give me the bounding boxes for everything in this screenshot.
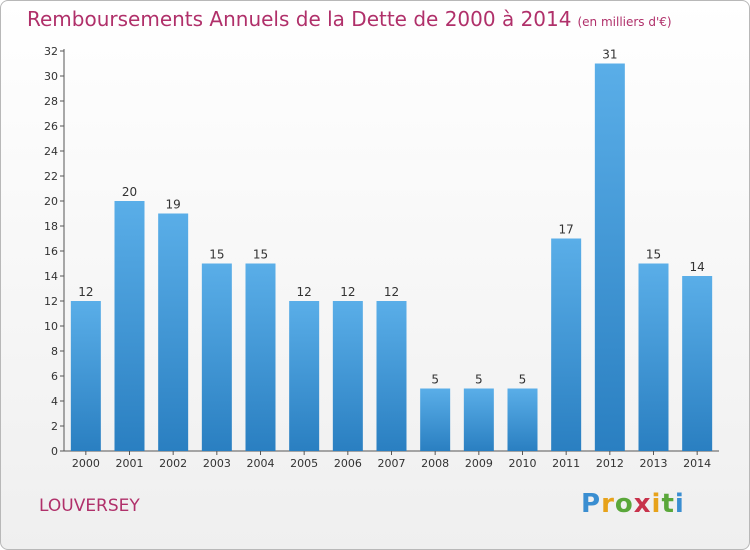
bar-2000 [70,301,101,451]
x-tick-label-2010: 2010 [509,457,537,470]
chart-title: Remboursements Annuels de la Dette de 20… [27,7,672,31]
y-tick-label: 26 [44,120,58,133]
value-label-2009: 5 [475,373,483,387]
x-tick-label-2004: 2004 [247,457,275,470]
value-label-2005: 12 [297,285,312,299]
bar-2012 [594,63,625,451]
y-tick-label: 0 [51,445,58,458]
y-tick-label: 18 [44,220,58,233]
x-tick-label-2001: 2001 [116,457,144,470]
value-label-2002: 19 [166,198,181,212]
value-label-2007: 12 [384,285,399,299]
x-tick-label-2013: 2013 [640,457,668,470]
proxiti-logo: Proxiti [581,489,685,519]
x-tick-label-2011: 2011 [552,457,580,470]
bar-2008 [420,388,451,451]
value-label-2000: 12 [78,285,93,299]
x-tick-label-2006: 2006 [334,457,362,470]
bar-2014 [682,276,713,451]
x-tick-label-2007: 2007 [378,457,406,470]
bar-2010 [507,388,538,451]
x-tick-label-2014: 2014 [683,457,711,470]
value-label-2014: 14 [690,260,705,274]
x-tick-label-2000: 2000 [72,457,100,470]
value-label-2010: 5 [519,373,527,387]
bar-2001 [114,201,145,451]
y-tick-label: 8 [51,345,58,358]
value-label-2008: 5 [431,373,439,387]
y-tick-label: 10 [44,320,58,333]
x-tick-label-2008: 2008 [421,457,449,470]
y-tick-label: 32 [44,45,58,58]
value-label-2004: 15 [253,248,268,262]
y-tick-label: 20 [44,195,58,208]
y-tick-label: 6 [51,370,58,383]
y-tick-label: 2 [51,420,58,433]
y-tick-label: 4 [51,395,58,408]
value-label-2012: 31 [602,48,617,62]
unit-label: (en milliers d'€) [577,15,672,29]
value-label-2001: 20 [122,185,137,199]
bar-2007 [376,301,407,451]
title-text: Remboursements Annuels de la Dette de 20… [27,7,572,31]
y-tick-label: 30 [44,70,58,83]
bar-2013 [638,263,669,451]
bar-2004 [245,263,276,451]
bar-2011 [551,238,582,451]
x-tick-label-2003: 2003 [203,457,231,470]
value-label-2003: 15 [209,248,224,262]
x-tick-label-2012: 2012 [596,457,624,470]
value-label-2011: 17 [559,223,574,237]
y-tick-label: 28 [44,95,58,108]
value-label-2013: 15 [646,248,661,262]
bar-2003 [201,263,232,451]
y-tick-label: 14 [44,270,58,283]
y-tick-label: 24 [44,145,58,158]
bar-2006 [332,301,363,451]
x-tick-label-2005: 2005 [290,457,318,470]
x-tick-label-2009: 2009 [465,457,493,470]
bar-2005 [289,301,320,451]
y-tick-label: 22 [44,170,58,183]
x-tick-label-2002: 2002 [159,457,187,470]
bar-2002 [158,213,189,451]
commune-name: LOUVERSEY [39,496,140,516]
y-tick-label: 12 [44,295,58,308]
value-label-2006: 12 [340,285,355,299]
bar-2009 [463,388,494,451]
y-tick-label: 16 [44,245,58,258]
